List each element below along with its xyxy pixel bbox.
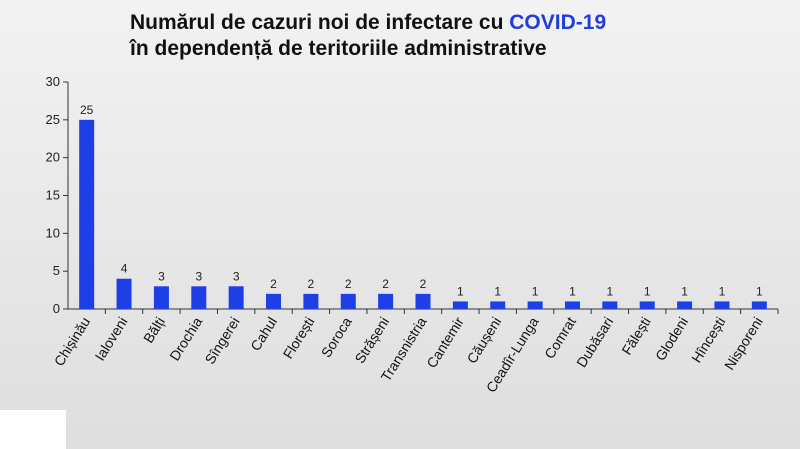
bar bbox=[452, 301, 468, 309]
category-label: Drochia bbox=[166, 314, 205, 364]
y-tick-label: 30 bbox=[46, 74, 60, 89]
bar bbox=[639, 301, 655, 309]
category-label: Sîngerei bbox=[201, 314, 242, 367]
category-label: Florești bbox=[280, 314, 318, 361]
data-label: 1 bbox=[457, 284, 464, 298]
category-label: Ialoveni bbox=[91, 314, 130, 363]
bar bbox=[602, 301, 618, 309]
category-label: Căușeni bbox=[463, 314, 504, 366]
category-label: Bălți bbox=[140, 314, 168, 346]
category-label: Cahul bbox=[247, 314, 280, 354]
data-label: 2 bbox=[270, 277, 277, 291]
bar bbox=[415, 293, 431, 309]
category-label: Hîncești bbox=[688, 314, 728, 365]
data-label: 1 bbox=[644, 284, 651, 298]
bar bbox=[191, 286, 207, 309]
category-label: Comrat bbox=[541, 314, 579, 361]
bar bbox=[677, 301, 693, 309]
data-label: 1 bbox=[681, 284, 688, 298]
category-label: Strășeni bbox=[351, 314, 392, 366]
title-line2: în dependență de teritoriile administrat… bbox=[130, 37, 547, 60]
data-label: 1 bbox=[494, 284, 501, 298]
data-label: 3 bbox=[233, 269, 240, 283]
data-label: 2 bbox=[345, 277, 352, 291]
data-label: 1 bbox=[569, 284, 576, 298]
y-tick-label: 5 bbox=[53, 263, 60, 278]
data-label: 1 bbox=[532, 284, 539, 298]
y-tick-label: 10 bbox=[46, 225, 60, 240]
bar bbox=[79, 119, 95, 309]
bar bbox=[564, 301, 580, 309]
y-tick-label: 0 bbox=[53, 301, 60, 316]
blank-corner bbox=[0, 410, 66, 449]
bar bbox=[490, 301, 506, 309]
data-label: 1 bbox=[756, 284, 763, 298]
data-label: 25 bbox=[80, 103, 94, 117]
chart-title: Numărul de cazuri noi de infectare cu CO… bbox=[130, 10, 606, 62]
y-tick-label: 25 bbox=[46, 112, 60, 127]
bar bbox=[116, 278, 132, 309]
bar bbox=[714, 301, 730, 309]
bar bbox=[228, 286, 244, 309]
bar bbox=[303, 293, 319, 309]
data-label: 4 bbox=[121, 262, 128, 276]
title-accent: COVID-19 bbox=[509, 11, 607, 34]
bar bbox=[751, 301, 767, 309]
data-label: 2 bbox=[420, 277, 427, 291]
data-label: 3 bbox=[195, 269, 202, 283]
data-label: 2 bbox=[382, 277, 389, 291]
bar bbox=[527, 301, 543, 309]
category-label: Fălești bbox=[618, 314, 653, 357]
data-label: 1 bbox=[719, 284, 726, 298]
title-line1-prefix: Numărul de cazuri noi de infectare cu bbox=[130, 11, 510, 34]
bar bbox=[378, 293, 394, 309]
bar bbox=[153, 286, 169, 309]
y-tick-label: 15 bbox=[46, 188, 60, 203]
data-label: 2 bbox=[308, 277, 315, 291]
category-label: Dubăsari bbox=[573, 314, 616, 370]
category-label: Glodeni bbox=[652, 314, 691, 363]
data-label: 3 bbox=[158, 269, 165, 283]
category-label: Cantemir bbox=[423, 314, 467, 371]
category-label: Soroca bbox=[318, 314, 355, 360]
data-label: 1 bbox=[606, 284, 613, 298]
y-tick-label: 20 bbox=[46, 150, 60, 165]
category-label: Chișinău bbox=[51, 314, 93, 369]
bar bbox=[340, 293, 356, 309]
bar bbox=[266, 293, 282, 309]
